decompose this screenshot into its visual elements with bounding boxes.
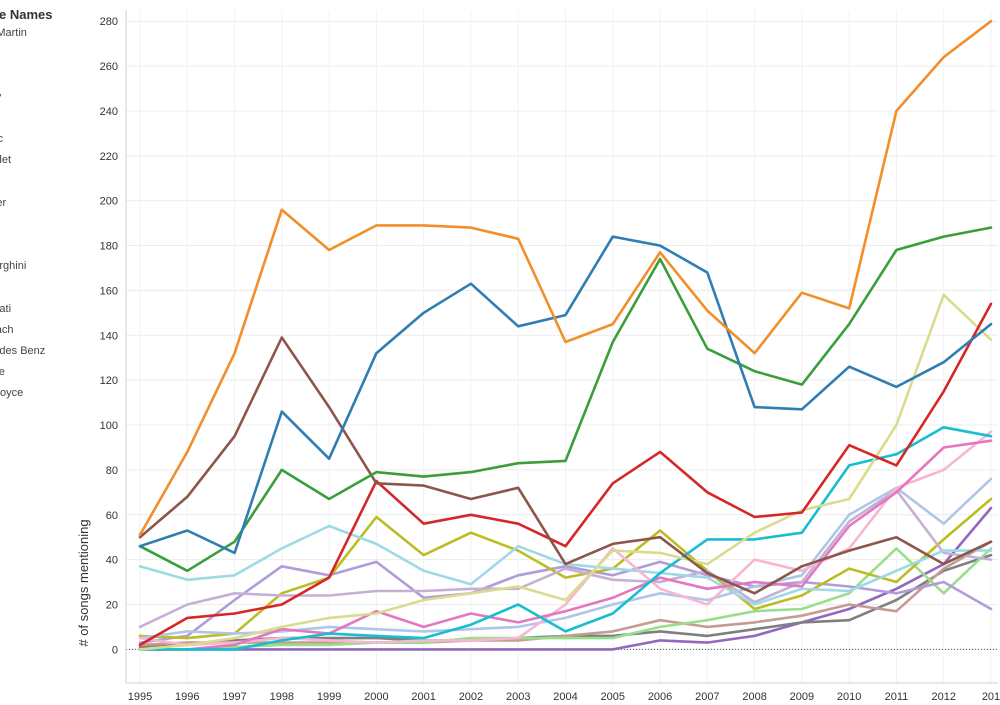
x-tick-label-2012: 2012	[931, 691, 955, 703]
series-line-porsche	[138, 547, 993, 651]
x-tick-label-2009: 2009	[790, 691, 814, 703]
series-line-lamborghini	[138, 426, 993, 651]
x-axis: 1995 1996 1997 1998 1999 2000 2001 2002 2003 2004…	[126, 682, 1000, 703]
y-tick-label-180: 180	[100, 241, 118, 253]
x-tick-label-2008: 2008	[742, 691, 766, 703]
y-tick-label-20: 20	[106, 599, 118, 611]
y-tick-label-240: 240	[100, 106, 118, 118]
legend-item[interactable]: aserati	[0, 302, 12, 315]
legend-item[interactable]: ton Martin	[0, 27, 27, 39]
series-line-ferrari	[138, 488, 993, 629]
x-tick-label-1999: 1999	[317, 691, 341, 703]
x-tick-label-2011: 2011	[885, 691, 909, 703]
x-tick-label-2003: 2003	[506, 691, 530, 703]
series-line-audi	[138, 560, 993, 644]
x-tick-label-2004: 2004	[553, 691, 577, 703]
series-line-bentley	[138, 226, 993, 573]
y-tick-label-280: 280	[100, 16, 118, 28]
series-line-cadillac	[138, 19, 993, 537]
series-line-bugatti	[138, 302, 993, 647]
series-line-chevrolet	[138, 235, 993, 555]
series-line-benz	[138, 336, 993, 595]
y-axis: 0 20 40 60 80 100 120 140 160 180 200 220 240 260 280	[100, 10, 127, 683]
legend: ure Names ton MartindiMWntleygattidillac…	[0, 0, 120, 420]
x-tick-label-2006: 2006	[648, 691, 672, 703]
legend-title: ure Names	[0, 7, 53, 22]
series-line-hummer	[138, 540, 993, 647]
x-tick-label-2002: 2002	[459, 691, 483, 703]
y-tick-label-100: 100	[100, 420, 118, 432]
y-tick-label-0: 0	[112, 644, 118, 656]
y-tick-label-260: 260	[100, 61, 118, 73]
x-tick-label-2010: 2010	[837, 691, 861, 703]
x-tick-label-2000: 2000	[364, 691, 388, 703]
series-line-jaguar	[138, 439, 993, 651]
legend-item[interactable]: lls-Royce	[0, 387, 24, 400]
legend-item[interactable]: ntley	[0, 91, 1, 103]
y-tick-label-60: 60	[106, 510, 118, 522]
legend-item[interactable]: rsche	[0, 366, 5, 379]
y-tick-label-220: 220	[100, 151, 118, 163]
x-tick-label-1998: 1998	[270, 691, 294, 703]
legend-item[interactable]: aybach	[0, 323, 14, 336]
series-line-mercedes	[138, 430, 993, 647]
y-tick-label-200: 200	[100, 196, 118, 208]
y-tick-label-40: 40	[106, 555, 118, 567]
y-tick-label-120: 120	[100, 375, 118, 387]
legend-item[interactable]: evrolet	[0, 154, 12, 167]
legend-item[interactable]: mborghini	[0, 260, 27, 273]
x-tick-label-1995: 1995	[128, 691, 152, 703]
legend-item[interactable]: dillac	[0, 133, 4, 145]
series-line-lexus	[138, 497, 993, 640]
legend-item[interactable]: ercedes Benz	[0, 345, 46, 357]
series-line-maybach	[138, 293, 993, 651]
x-tick-label-2013: 201	[982, 691, 1000, 703]
x-tick-label-2005: 2005	[601, 691, 625, 703]
y-axis-title: # of songs mentioning	[76, 519, 91, 646]
x-tick-label-2001: 2001	[411, 691, 435, 703]
x-tick-label-1997: 1997	[222, 691, 246, 703]
y-tick-label-160: 160	[100, 285, 118, 297]
series-line-aston-martin	[138, 506, 993, 651]
y-tick-label-140: 140	[100, 330, 118, 342]
series-layer	[138, 19, 993, 651]
x-tick-label-1996: 1996	[175, 691, 199, 703]
legend-item[interactable]: mmer	[0, 196, 7, 209]
y-tick-label-80: 80	[106, 465, 118, 477]
series-line-rolls-royce	[138, 477, 993, 640]
x-tick-label-2007: 2007	[695, 691, 719, 703]
